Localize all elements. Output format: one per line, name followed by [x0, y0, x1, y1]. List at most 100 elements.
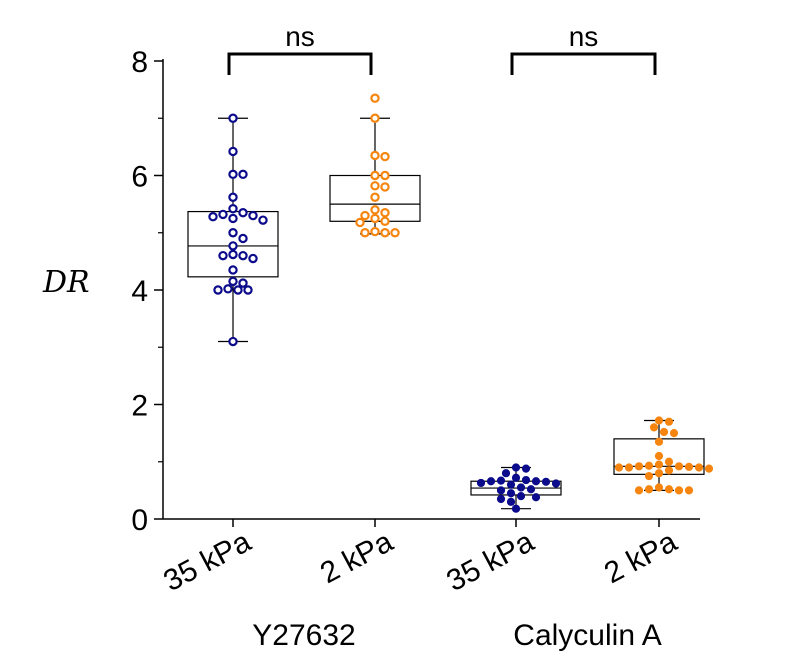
- data-point: [228, 213, 238, 224]
- data-point: [228, 276, 238, 287]
- data-point: [526, 485, 536, 494]
- data-point: [380, 151, 390, 162]
- data-point: [664, 417, 674, 426]
- data-point: [238, 208, 248, 218]
- y-axis-label: DR: [42, 265, 90, 300]
- data-point: [233, 285, 243, 295]
- data-point: [228, 228, 238, 238]
- data-point: [644, 485, 654, 494]
- data-point: [521, 464, 531, 473]
- data-point: [370, 150, 380, 161]
- significance-bracket: [227, 52, 373, 75]
- data-point: [476, 478, 486, 488]
- data-point: [228, 241, 238, 251]
- data-point: [541, 477, 551, 486]
- data-point: [370, 93, 380, 103]
- data-point: [511, 473, 521, 482]
- data-point: [380, 208, 390, 218]
- data-point: [551, 479, 561, 488]
- data-point: [674, 462, 684, 471]
- data-point: [531, 493, 541, 502]
- data-point: [370, 192, 380, 202]
- data-point: [644, 461, 654, 470]
- data-point: [360, 210, 370, 221]
- data-point: [511, 504, 521, 513]
- data-point: [664, 466, 674, 475]
- data-point: [506, 497, 516, 506]
- data-point: [704, 464, 714, 473]
- data-point: [624, 463, 634, 472]
- data-point: [238, 233, 248, 244]
- data-point: [208, 212, 218, 222]
- data-point: [684, 486, 694, 495]
- data-point: [506, 480, 516, 489]
- data-point: [684, 462, 694, 472]
- data-point: [238, 250, 248, 261]
- data-point: [516, 492, 526, 501]
- axes: 0 2 4 6 8: [131, 46, 700, 537]
- data-point: [213, 285, 223, 295]
- category-label: 2 kPa: [599, 525, 683, 590]
- data-point: [511, 463, 521, 472]
- significance-label: ns: [285, 21, 315, 52]
- data-point: [258, 215, 268, 225]
- data-point: [634, 462, 644, 471]
- data-point: [634, 486, 644, 495]
- data-point: [360, 228, 370, 238]
- data-point: [243, 285, 253, 295]
- significance-label: ns: [569, 21, 599, 52]
- data-point: [370, 205, 380, 215]
- data-point: [218, 250, 228, 261]
- y-tick-label: 2: [131, 390, 148, 423]
- data-point: [496, 494, 506, 504]
- significance-bracket: [510, 52, 657, 75]
- data-point: [496, 476, 506, 485]
- data-point: [380, 228, 390, 238]
- data-point: [664, 485, 674, 494]
- category-label: 35 kPa: [158, 525, 256, 598]
- data-points: [208, 93, 714, 513]
- data-point: [355, 217, 365, 228]
- data-point: [228, 204, 238, 214]
- data-point: [228, 113, 238, 123]
- data-point: [614, 463, 624, 472]
- data-point: [659, 427, 669, 437]
- data-point: [649, 423, 659, 432]
- data-point: [486, 477, 496, 486]
- data-point: [228, 336, 238, 347]
- data-point: [228, 169, 238, 180]
- data-point: [218, 209, 228, 220]
- data-point: [238, 169, 248, 180]
- data-point: [370, 181, 380, 191]
- y-tick-label: 0: [131, 504, 148, 537]
- data-point: [248, 210, 258, 221]
- category-labels: 35 kPa 2 kPa 35 kPa 2 kPa Y27632 Calyculin A: [158, 525, 682, 652]
- data-point: [238, 278, 248, 288]
- data-point: [496, 486, 506, 495]
- data-point: [664, 457, 674, 466]
- y-tick-label: 6: [131, 161, 148, 194]
- data-point: [223, 284, 233, 294]
- data-point: [694, 463, 704, 472]
- data-point: [370, 113, 380, 123]
- data-point: [521, 475, 531, 485]
- data-point: [228, 192, 238, 202]
- y-tick-label: 4: [131, 275, 148, 308]
- data-point: [370, 170, 380, 181]
- data-point: [228, 265, 238, 275]
- data-point: [370, 226, 380, 237]
- y-tick-label: 8: [131, 46, 148, 79]
- data-point: [380, 170, 390, 181]
- significance-brackets: ns ns: [227, 21, 657, 75]
- data-point: [390, 228, 400, 238]
- data-point: [228, 249, 238, 260]
- data-point: [674, 486, 684, 495]
- group-label: Y27632: [252, 619, 355, 652]
- data-point: [516, 483, 526, 492]
- data-point: [248, 253, 258, 264]
- data-point: [501, 469, 511, 478]
- data-point: [669, 429, 679, 438]
- data-point: [506, 489, 516, 498]
- data-point: [654, 469, 664, 478]
